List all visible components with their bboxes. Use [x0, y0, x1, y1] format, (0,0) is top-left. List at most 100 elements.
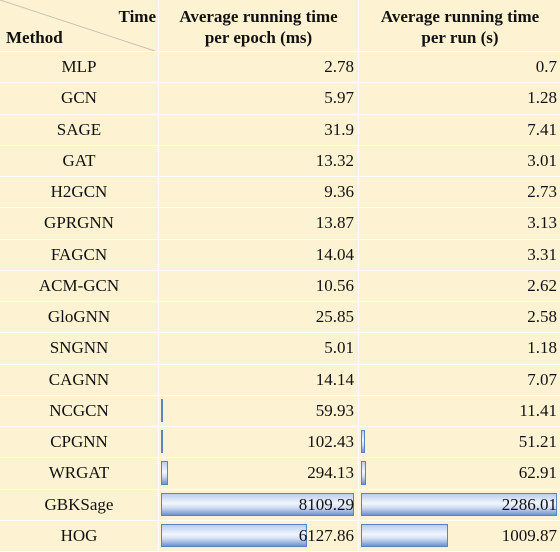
epoch-time-data-bar — [161, 430, 164, 454]
run-time-value: 2.58 — [527, 307, 557, 327]
epoch-time-value: 25.85 — [315, 307, 354, 327]
epoch-time-value: 8109.29 — [298, 494, 354, 514]
method-name-cell: GCN — [0, 83, 158, 115]
epoch-time-data-bar — [161, 523, 307, 547]
epoch-time-value: 2.78 — [324, 57, 354, 77]
diagonal-divider — [0, 0, 157, 51]
run-time-cell: 1.18 — [359, 333, 560, 365]
run-time-header-line2: per run (s) — [421, 28, 499, 47]
run-time-data-bar — [361, 430, 366, 454]
method-name-cell: SAGE — [0, 114, 158, 146]
method-name-cell: WRGAT — [0, 458, 158, 490]
method-name-cell: MLP — [0, 52, 158, 84]
run-time-cell: 3.13 — [359, 208, 560, 240]
epoch-time-cell: 10.56 — [159, 270, 358, 302]
epoch-time-cell: 6127.86 — [159, 520, 358, 552]
epoch-time-cell: 31.9 — [159, 114, 358, 146]
method-name-cell: GPRGNN — [0, 208, 158, 240]
epoch-time-cell: 13.32 — [159, 145, 358, 177]
epoch-time-value: 10.56 — [315, 275, 354, 295]
method-name-cell: SNGNN — [0, 333, 158, 365]
run-time-value: 2.73 — [527, 182, 557, 202]
run-time-cell: 0.7 — [359, 52, 560, 84]
run-time-cell: 1.28 — [359, 83, 560, 115]
run-time-value: 7.41 — [527, 119, 557, 139]
run-time-data-bar — [361, 492, 557, 516]
run-time-value: 7.07 — [527, 369, 557, 389]
run-time-value: 3.13 — [527, 213, 557, 233]
run-time-value: 1009.87 — [501, 525, 557, 545]
epoch-time-value: 9.36 — [324, 182, 354, 202]
epoch-time-value: 13.32 — [315, 150, 354, 170]
run-time-value: 3.31 — [527, 244, 557, 264]
run-time-cell: 7.07 — [359, 364, 560, 396]
epoch-time-value: 59.93 — [315, 400, 354, 420]
epoch-time-cell: 9.36 — [159, 177, 358, 209]
run-time-value: 2.62 — [527, 275, 557, 295]
epoch-time-value: 31.9 — [324, 119, 354, 139]
epoch-time-cell: 25.85 — [159, 302, 358, 334]
corner-header-method: Method — [6, 28, 63, 47]
run-time-value: 2286.01 — [501, 494, 557, 514]
run-time-value: 11.41 — [519, 400, 557, 420]
method-name-cell: H2GCN — [0, 177, 158, 209]
run-time-cell: 2.73 — [359, 177, 560, 209]
epoch-time-data-bar — [161, 461, 168, 485]
epoch-time-cell: 14.14 — [159, 364, 358, 396]
epoch-time-cell: 14.04 — [159, 239, 358, 271]
method-name-cell: ACM-GCN — [0, 270, 158, 302]
run-time-header-line1: Average running time — [380, 7, 540, 26]
epoch-time-value: 5.01 — [324, 338, 354, 358]
run-time-cell: 2.62 — [359, 270, 560, 302]
epoch-time-cell: 8109.29 — [159, 489, 358, 521]
epoch-time-cell: 13.87 — [159, 208, 358, 240]
method-name-cell: GAT — [0, 145, 158, 177]
epoch-time-value: 13.87 — [315, 213, 354, 233]
epoch-time-value: 294.13 — [307, 463, 354, 483]
run-time-cell: 7.41 — [359, 114, 560, 146]
run-time-value: 0.7 — [535, 57, 557, 77]
run-time-cell: 11.41 — [359, 395, 560, 427]
method-name-cell: FAGCN — [0, 239, 158, 271]
epoch-time-cell: 5.01 — [159, 333, 358, 365]
method-name-cell: GBKSage — [0, 489, 158, 521]
epoch-time-cell: 2.78 — [159, 52, 358, 84]
run-time-header: Average running time per run (s) — [359, 0, 560, 52]
corner-header-time: Time — [118, 7, 156, 26]
run-time-value: 62.91 — [518, 463, 557, 483]
method-name-cell: CPGNN — [0, 427, 158, 459]
run-time-cell: 62.91 — [359, 458, 560, 490]
epoch-time-header-line2: per epoch (ms) — [204, 28, 313, 47]
epoch-time-value: 6127.86 — [298, 525, 354, 545]
run-time-cell: 2286.01 — [359, 489, 560, 521]
epoch-time-value: 5.97 — [324, 88, 354, 108]
epoch-time-header: Average running time per epoch (ms) — [159, 0, 358, 52]
run-time-data-bar — [361, 461, 367, 485]
method-name-cell: NCGCN — [0, 395, 158, 427]
run-time-data-bar — [361, 523, 448, 547]
run-time-cell: 3.01 — [359, 145, 560, 177]
epoch-time-value: 102.43 — [307, 432, 354, 452]
epoch-time-value: 14.14 — [315, 369, 354, 389]
epoch-time-value: 14.04 — [315, 244, 354, 264]
method-name-cell: GloGNN — [0, 302, 158, 334]
epoch-time-header-line1: Average running time — [179, 7, 338, 26]
epoch-time-cell: 294.13 — [159, 458, 358, 490]
run-time-cell: 2.58 — [359, 302, 560, 334]
run-time-value: 3.01 — [527, 150, 557, 170]
corner-header: Time Method — [0, 0, 158, 52]
epoch-time-data-bar — [161, 492, 354, 516]
run-time-cell: 51.21 — [359, 427, 560, 459]
run-time-cell: 1009.87 — [359, 520, 560, 552]
method-name-cell: CAGNN — [0, 364, 158, 396]
epoch-time-cell: 59.93 — [159, 395, 358, 427]
epoch-time-cell: 5.97 — [159, 83, 358, 115]
epoch-time-data-bar — [161, 398, 163, 422]
run-time-value: 1.18 — [527, 338, 557, 358]
run-time-value: 51.21 — [518, 432, 557, 452]
method-name-cell: HOG — [0, 520, 158, 552]
run-time-value: 1.28 — [527, 88, 557, 108]
epoch-time-cell: 102.43 — [159, 427, 358, 459]
run-time-cell: 3.31 — [359, 239, 560, 271]
